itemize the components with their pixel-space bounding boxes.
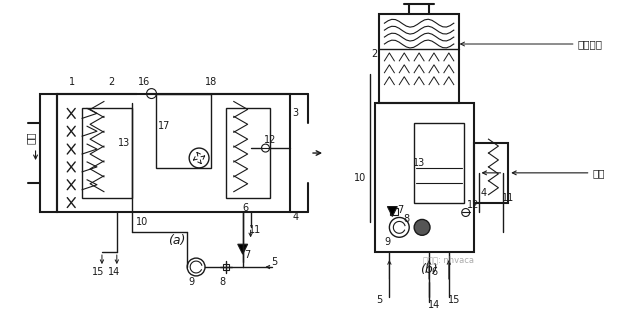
Text: 2: 2 <box>109 77 115 87</box>
Bar <box>414 123 464 203</box>
Text: 空气: 空气 <box>26 132 36 144</box>
Text: 6: 6 <box>243 203 249 213</box>
Text: 14: 14 <box>108 267 120 277</box>
Bar <box>156 94 211 168</box>
Text: 15: 15 <box>92 267 104 277</box>
Text: 7: 7 <box>397 204 403 214</box>
Text: 5: 5 <box>376 295 383 305</box>
Text: 11: 11 <box>248 225 260 235</box>
Bar <box>390 208 398 215</box>
Bar <box>58 94 291 213</box>
Text: (b): (b) <box>420 264 438 276</box>
Bar <box>82 108 132 198</box>
Text: 1: 1 <box>69 77 76 87</box>
Text: 10: 10 <box>353 173 366 183</box>
Bar <box>226 108 271 198</box>
Polygon shape <box>237 244 248 254</box>
Bar <box>474 143 508 203</box>
Text: 8: 8 <box>220 277 226 287</box>
Text: 回风: 回风 <box>593 168 605 178</box>
Text: 9: 9 <box>385 237 390 247</box>
Bar <box>374 104 474 252</box>
Text: 5: 5 <box>271 257 278 267</box>
Text: 6: 6 <box>431 267 437 277</box>
Text: 2: 2 <box>371 49 378 59</box>
Text: 12: 12 <box>467 200 480 210</box>
Text: 13: 13 <box>413 158 425 168</box>
Text: 14: 14 <box>428 300 440 310</box>
Text: 18: 18 <box>205 77 217 87</box>
Text: (a): (a) <box>168 234 185 247</box>
Circle shape <box>414 219 430 235</box>
Text: 新风入口: 新风入口 <box>578 39 603 49</box>
Text: 4: 4 <box>292 213 298 223</box>
Text: 12: 12 <box>264 135 276 145</box>
Text: 11: 11 <box>502 192 515 203</box>
Polygon shape <box>387 207 397 217</box>
Text: 4: 4 <box>481 188 486 198</box>
Bar <box>40 94 58 213</box>
Bar <box>380 14 459 104</box>
Text: 8: 8 <box>403 214 410 224</box>
Text: 15: 15 <box>447 295 460 305</box>
Text: 13: 13 <box>118 138 130 148</box>
Bar <box>223 264 229 270</box>
Text: 17: 17 <box>158 121 171 131</box>
Text: 微信号: nhvaca: 微信号: nhvaca <box>423 256 474 264</box>
Text: 16: 16 <box>138 77 150 87</box>
Text: 10: 10 <box>136 218 148 228</box>
Text: 7: 7 <box>244 250 251 260</box>
Text: 9: 9 <box>188 277 194 287</box>
Text: 3: 3 <box>292 108 298 118</box>
